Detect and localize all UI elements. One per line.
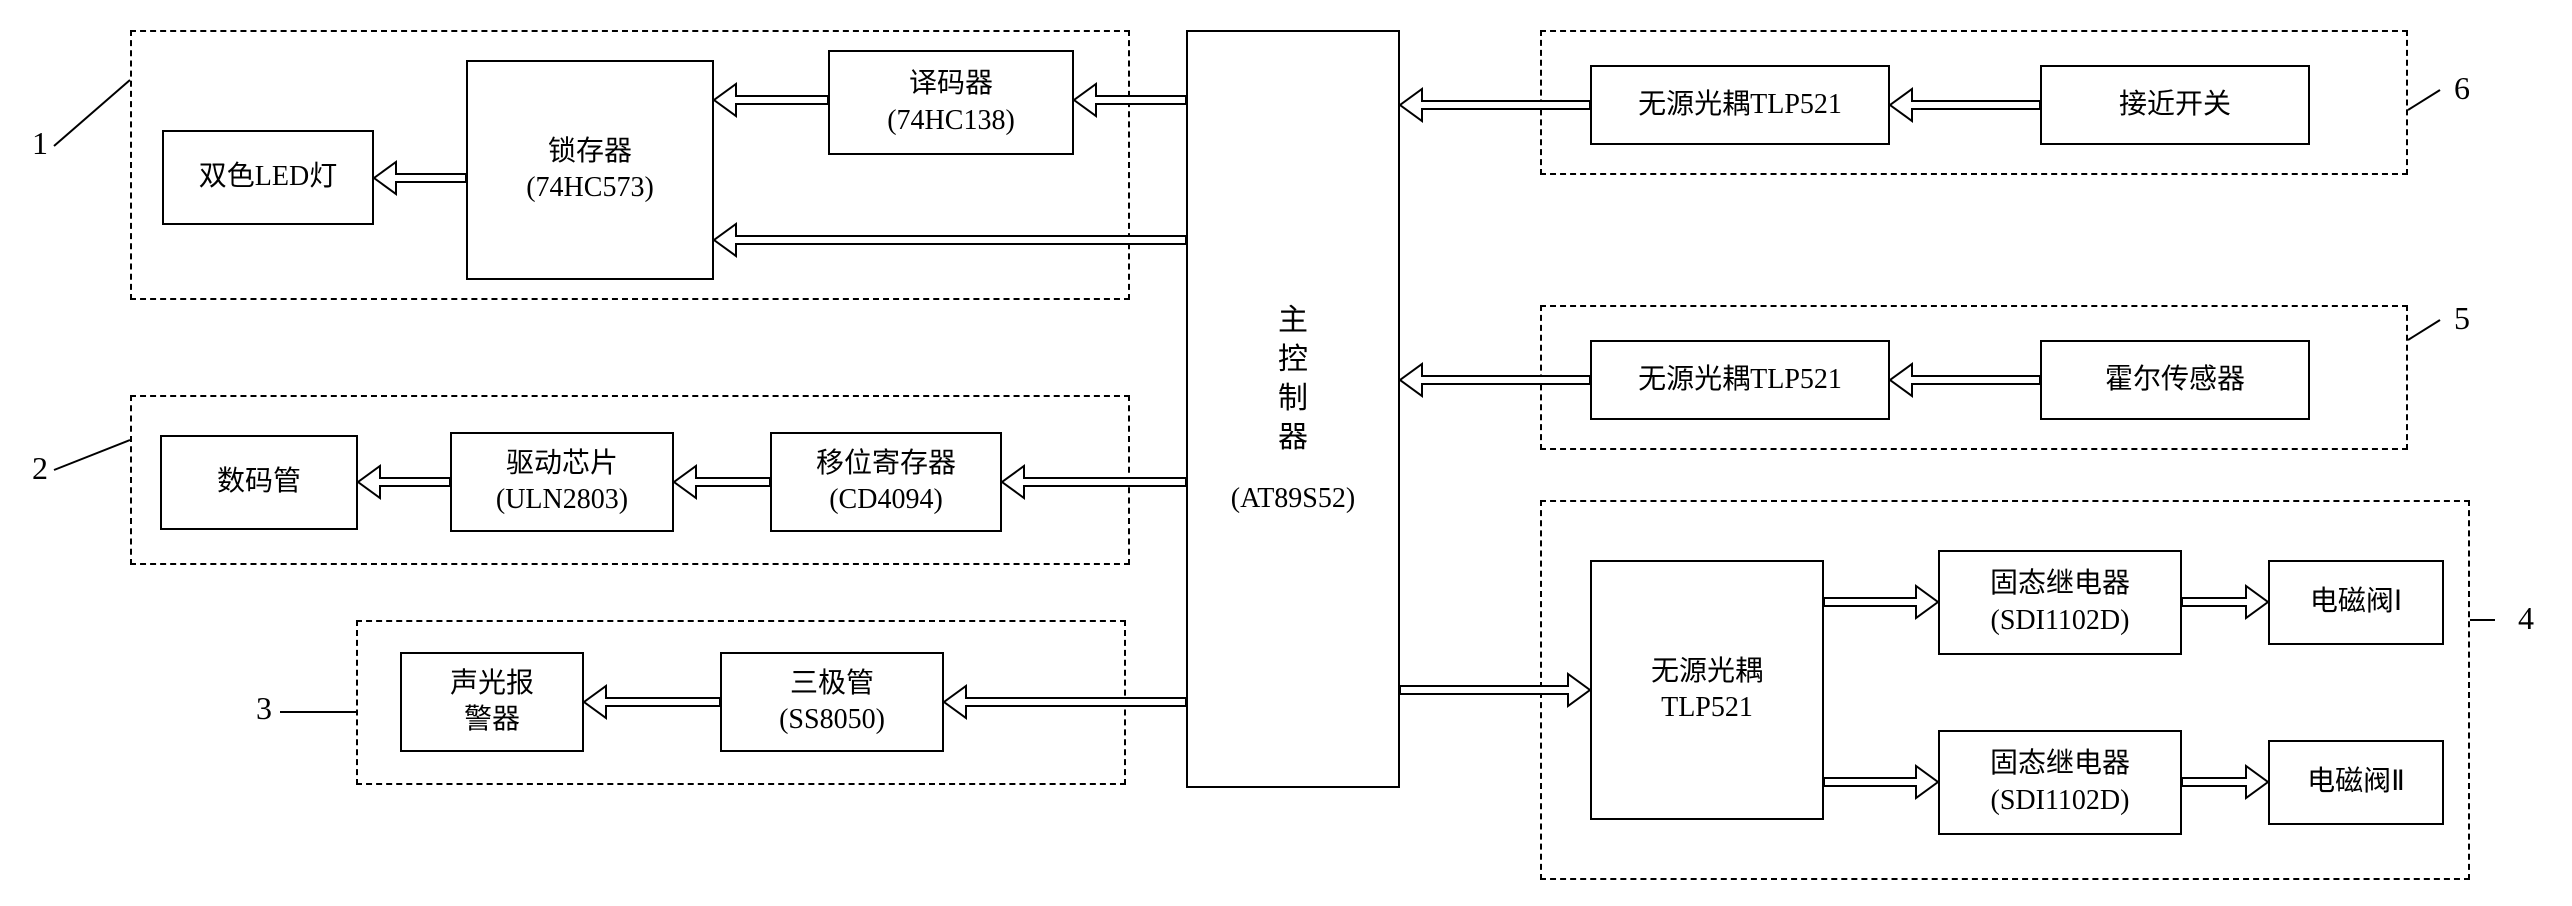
node-mcu: 主控制器 (AT89S52) [1186, 30, 1400, 788]
node-tri: 三极管(SS8050) [720, 652, 944, 752]
node-prox: 接近开关 [2040, 65, 2310, 145]
node-text-hall: 霍尔传感器 [2105, 362, 2245, 398]
node-text-prox: 接近开关 [2119, 87, 2231, 123]
node-ssr1: 固态继电器(SDI1102D) [1938, 550, 2182, 655]
node-hall: 霍尔传感器 [2040, 340, 2310, 420]
node-sol1: 电磁阀Ⅰ [2268, 560, 2444, 645]
mcu-model: (AT89S52) [1231, 481, 1355, 517]
node-shift: 移位寄存器(CD4094) [770, 432, 1002, 532]
node-ssr2: 固态继电器(SDI1102D) [1938, 730, 2182, 835]
node-opto5: 无源光耦TLP521 [1590, 340, 1890, 420]
node-text-tri: 三极管(SS8050) [779, 666, 885, 739]
group-label-g1: 1 [32, 125, 48, 162]
mcu-title: 主控制器 [1278, 301, 1308, 457]
node-driver: 驱动芯片(ULN2803) [450, 432, 674, 532]
group-label-g3: 3 [256, 690, 272, 727]
node-text-led: 双色LED灯 [199, 159, 337, 195]
node-alarm: 声光报警器 [400, 652, 584, 752]
node-text-driver: 驱动芯片(ULN2803) [496, 446, 628, 519]
group-label-g5: 5 [2454, 300, 2470, 337]
node-text-alarm: 声光报警器 [450, 666, 534, 739]
node-digit: 数码管 [160, 435, 358, 530]
node-decoder: 译码器(74HC138) [828, 50, 1074, 155]
node-text-latch: 锁存器(74HC573) [526, 134, 654, 207]
node-text-opto6: 无源光耦TLP521 [1638, 87, 1842, 123]
group-label-g2: 2 [32, 450, 48, 487]
group-label-g4: 4 [2518, 600, 2534, 637]
node-text-sol1: 电磁阀Ⅰ [2310, 584, 2402, 620]
node-text-ssr1: 固态继电器(SDI1102D) [1990, 566, 2130, 639]
node-sol2: 电磁阀Ⅱ [2268, 740, 2444, 825]
node-text-digit: 数码管 [217, 464, 301, 500]
node-text-opto5: 无源光耦TLP521 [1638, 362, 1842, 398]
node-latch: 锁存器(74HC573) [466, 60, 714, 280]
node-text-opto4: 无源光耦TLP521 [1651, 654, 1763, 727]
node-opto6: 无源光耦TLP521 [1590, 65, 1890, 145]
node-led: 双色LED灯 [162, 130, 374, 225]
node-text-decoder: 译码器(74HC138) [887, 66, 1015, 139]
node-opto4: 无源光耦TLP521 [1590, 560, 1824, 820]
node-text-sol2: 电磁阀Ⅱ [2307, 764, 2405, 800]
node-text-shift: 移位寄存器(CD4094) [816, 446, 956, 519]
node-text-ssr2: 固态继电器(SDI1102D) [1990, 746, 2130, 819]
group-label-g6: 6 [2454, 70, 2470, 107]
